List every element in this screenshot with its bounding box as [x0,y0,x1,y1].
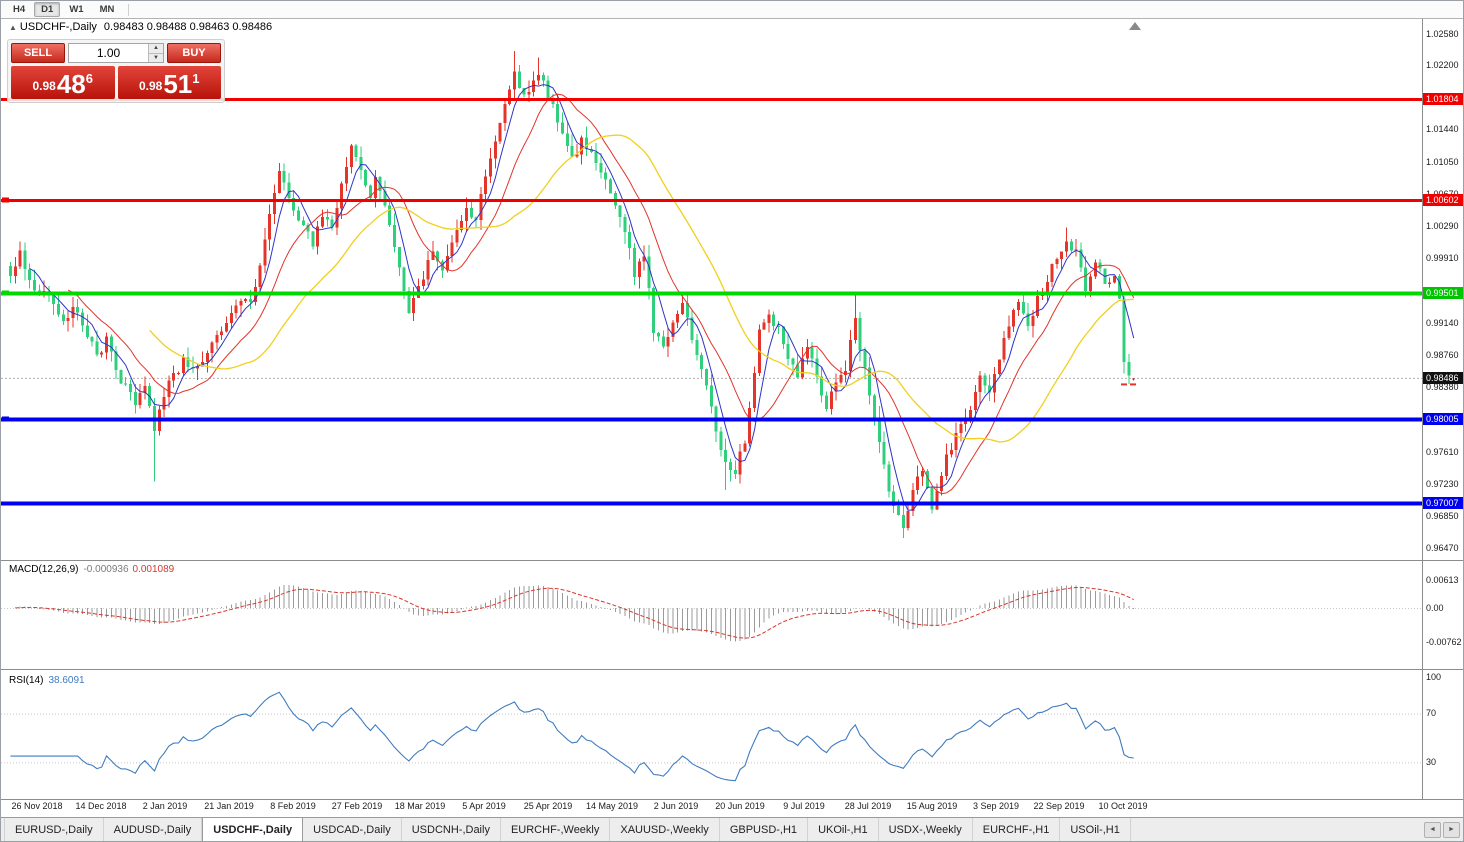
buy-price-big: 51 [163,69,193,99]
macd-indicator-label: MACD(12,26,9) -0.000936 0.001089 [9,564,174,575]
ohlc-close: 0.98486 [232,21,273,33]
tick-down-mark [1130,383,1136,386]
timeframe-buttons: H4 D1 W1 MN [5,2,122,17]
volume-down-button[interactable]: ▼ [149,53,163,62]
chart-tab-audusd-daily[interactable]: AUDUSD-,Daily [104,818,203,841]
chart-tab-usdx-weekly[interactable]: USDX-,Weekly [879,818,973,841]
line-handle[interactable] [2,290,9,296]
ohlc-open: 0.98483 [103,21,144,33]
tabs-scroll-right-button[interactable]: ► [1443,821,1460,838]
rsi-indicator-label: RSI(14) 38.6091 [9,675,85,686]
chart-tab-gbpusd-h1[interactable]: GBPUSD-,H1 [720,818,809,841]
buy-price-sup: 1 [192,71,200,86]
sell-price-display[interactable]: 0.98 48 6 [11,66,115,99]
chart-tab-usdcad-daily[interactable]: USDCAD-,Daily [303,818,402,841]
chart-shift-marker-icon [1129,22,1141,30]
ma-line-5 [29,84,1135,511]
chart-tab-xauusd-weekly[interactable]: XAUUSD-,Weekly [610,818,720,841]
buy-price-prefix: 0.98 [138,79,163,93]
timeframe-button-d1[interactable]: D1 [34,2,61,17]
macd-value: -0.000936 [83,564,129,575]
toolbar-separator [128,3,130,16]
chart-tab-usdchf-daily[interactable]: USDCHF-,Daily [202,818,304,841]
chart-tab-usoil-h1[interactable]: USOil-,H1 [1060,818,1131,841]
timeframe-button-h4[interactable]: H4 [13,4,26,15]
line-handle[interactable] [2,416,9,422]
chart-tab-eurchf-h1[interactable]: EURCHF-,H1 [973,818,1061,841]
tabs-scroll-left-button[interactable]: ◄ [1424,821,1441,838]
timeframe-button-mn[interactable]: MN [99,4,115,15]
chart-tab-ukoil-h1[interactable]: UKOil-,H1 [808,818,879,841]
buy-price-display[interactable]: 0.98 51 1 [117,66,221,99]
timeframe-toolbar: H4 D1 W1 MN [1,1,1463,19]
volume-input[interactable] [69,44,148,62]
macd-name: MACD(12,26,9) [9,564,79,575]
price-chart[interactable] [1,1,1464,821]
oneclick-collapse-icon[interactable]: ▲ [9,23,17,32]
tick-down-mark [1121,383,1127,386]
volume-box: ▲ ▼ [68,43,164,63]
rsi-value: 38.6091 [48,675,85,686]
sell-button[interactable]: SELL [11,43,65,63]
rsi-name: RSI(14) [9,675,44,686]
chart-symbol-label: USDCHF-,Daily [19,21,97,33]
volume-up-button[interactable]: ▲ [149,44,163,54]
chart-title: ▲ USDCHF-,Daily 0.98483 0.98488 0.98463 0.… [9,21,272,33]
sell-price-big: 48 [56,69,86,99]
candlestick-series [9,50,1136,538]
ma-line-30 [149,134,1134,443]
ma-line-13 [67,93,1135,495]
tabs-navigation: ◄ ► [1424,818,1463,841]
ohlc-high: 0.98488 [146,21,187,33]
volume-spinner: ▲ ▼ [148,44,163,62]
chart-tab-usdcnh-daily[interactable]: USDCNH-,Daily [402,818,501,841]
chart-tab-eurusd-daily[interactable]: EURUSD-,Daily [4,818,104,841]
sell-price-sup: 6 [85,71,93,86]
chart-tab-eurchf-weekly[interactable]: EURCHF-,Weekly [501,818,611,841]
chart-tabs: EURUSD-,Daily AUDUSD-,Daily USDCHF-,Daily U… [1,818,1131,841]
macd-signal-line [15,586,1134,639]
macd-signal-value: 0.001089 [132,564,175,575]
sell-price-prefix: 0.98 [32,79,56,93]
line-handle[interactable] [2,197,9,203]
rsi-line [10,691,1134,782]
chart-tabs-bar: EURUSD-,Daily AUDUSD-,Daily USDCHF-,Daily U… [1,817,1463,841]
buy-button[interactable]: BUY [167,43,221,63]
macd-histogram [14,584,1135,642]
ohlc-low: 0.98463 [189,21,230,33]
timeframe-button-w1[interactable]: W1 [69,4,84,15]
